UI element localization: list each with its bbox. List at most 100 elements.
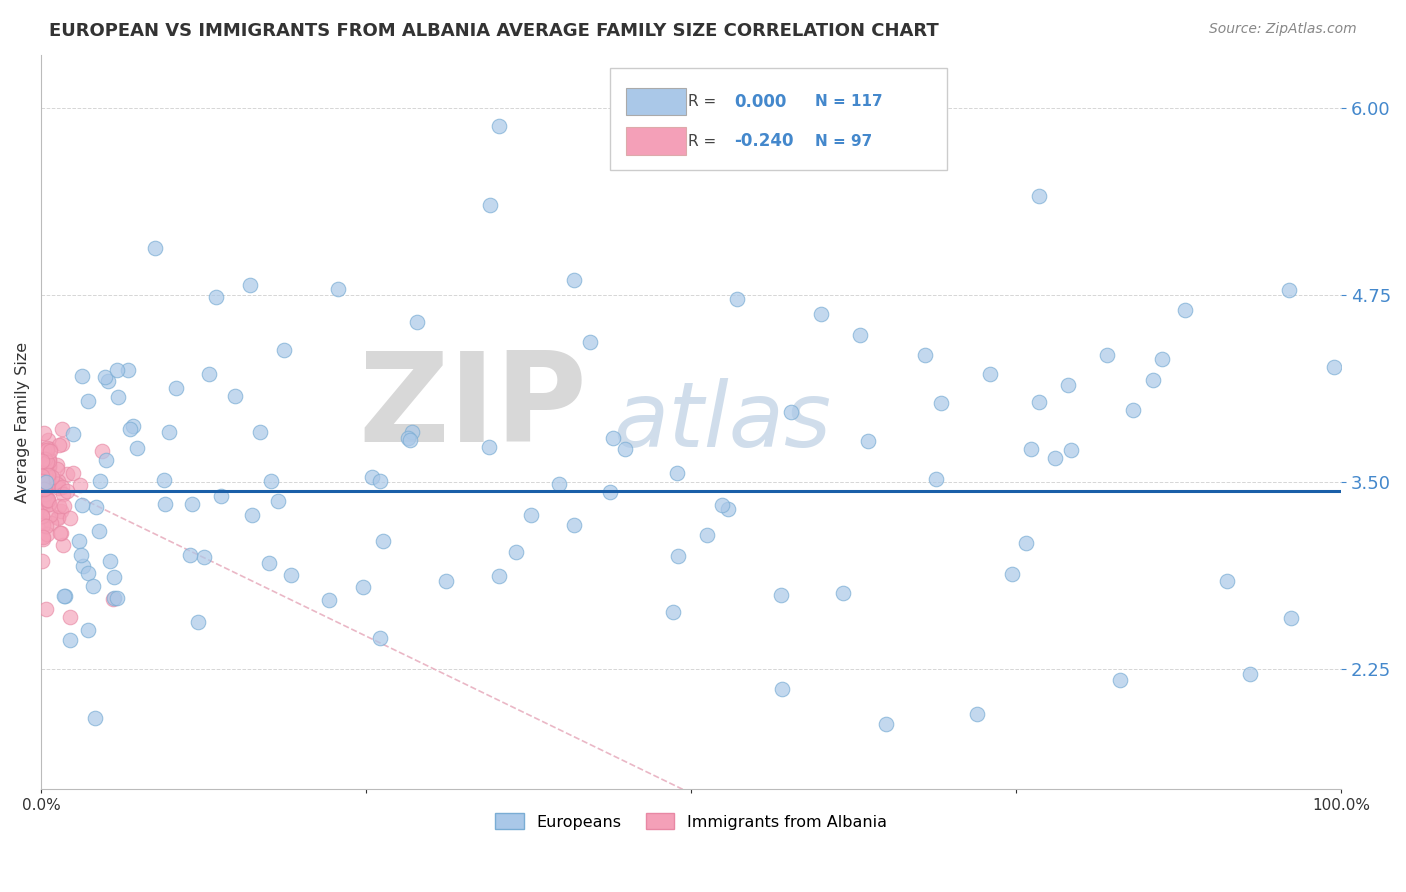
Point	[31, 444, 53, 458]
Point	[260, 474, 283, 488]
Point	[613, 442, 636, 456]
Point	[32, 479, 55, 493]
Text: ZIP: ZIP	[359, 347, 588, 467]
Point	[89, 475, 111, 489]
Point	[488, 120, 510, 134]
Point	[51, 436, 73, 450]
Point	[396, 432, 419, 446]
Point	[1142, 373, 1164, 387]
FancyBboxPatch shape	[610, 69, 948, 170]
Point	[405, 315, 427, 329]
Point	[562, 273, 585, 287]
Point	[103, 570, 125, 584]
Point	[37, 467, 59, 481]
Point	[58, 511, 80, 525]
Point	[153, 497, 176, 511]
Point	[1060, 442, 1083, 457]
Point	[37, 527, 59, 541]
Point	[666, 549, 689, 563]
Point	[39, 444, 62, 458]
Point	[780, 404, 803, 418]
Point	[46, 510, 69, 524]
Point	[562, 517, 585, 532]
Y-axis label: Average Family Size: Average Family Size	[15, 342, 30, 502]
Point	[1278, 283, 1301, 297]
Point	[35, 518, 58, 533]
Point	[249, 425, 271, 439]
FancyBboxPatch shape	[626, 128, 686, 155]
Text: 0.000: 0.000	[734, 93, 786, 111]
Point	[187, 615, 209, 629]
Point	[51, 422, 73, 436]
Point	[1015, 536, 1038, 550]
Point	[103, 591, 125, 606]
Point	[352, 580, 374, 594]
Point	[34, 487, 56, 501]
Point	[966, 706, 988, 721]
Point	[979, 367, 1001, 381]
Point	[32, 530, 55, 544]
Point	[39, 516, 62, 530]
Point	[810, 307, 832, 321]
Point	[488, 569, 510, 583]
Point	[55, 483, 77, 498]
Point	[38, 458, 60, 473]
Point	[41, 470, 63, 484]
Point	[769, 588, 792, 602]
Point	[1122, 403, 1144, 417]
Point	[832, 586, 855, 600]
Point	[46, 474, 69, 488]
Point	[69, 478, 91, 492]
Point	[37, 433, 59, 447]
Point	[120, 422, 142, 436]
Point	[77, 394, 100, 409]
Text: R =: R =	[689, 134, 721, 149]
Point	[62, 426, 84, 441]
Point	[39, 508, 62, 523]
Point	[1323, 359, 1346, 374]
Point	[1001, 567, 1024, 582]
Point	[89, 524, 111, 539]
Point	[107, 390, 129, 404]
Point	[328, 282, 350, 296]
Point	[34, 467, 56, 481]
Point	[770, 681, 793, 696]
Point	[157, 425, 180, 439]
Point	[31, 509, 53, 524]
Point	[117, 363, 139, 377]
Point	[90, 444, 112, 458]
Point	[875, 717, 897, 731]
Text: N = 97: N = 97	[814, 134, 872, 149]
Point	[32, 458, 55, 473]
Point	[209, 489, 232, 503]
Point	[37, 491, 59, 506]
Point	[662, 605, 685, 619]
Point	[32, 426, 55, 441]
Point	[31, 532, 53, 546]
Point	[1239, 666, 1261, 681]
Point	[44, 475, 66, 490]
Point	[368, 474, 391, 488]
Point	[1095, 348, 1118, 362]
Point	[127, 442, 149, 456]
Point	[31, 498, 53, 512]
Point	[32, 486, 55, 500]
Point	[48, 500, 70, 514]
Point	[725, 292, 748, 306]
Point	[77, 623, 100, 637]
Point	[368, 631, 391, 645]
Text: -0.240: -0.240	[734, 132, 793, 150]
Point	[38, 454, 60, 468]
Point	[53, 590, 76, 604]
Point	[62, 467, 84, 481]
Point	[70, 368, 93, 383]
Point	[35, 492, 58, 507]
Point	[579, 335, 602, 350]
Point	[107, 362, 129, 376]
Point	[360, 470, 382, 484]
Text: atlas: atlas	[613, 378, 831, 466]
Point	[37, 443, 59, 458]
Point	[31, 476, 53, 491]
Point	[193, 550, 215, 565]
Point	[666, 143, 689, 157]
